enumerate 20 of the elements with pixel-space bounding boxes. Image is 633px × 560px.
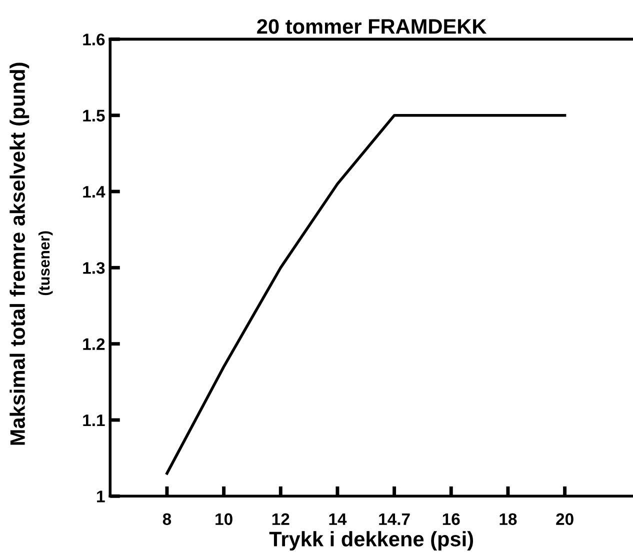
x-tick-label: 10 [216, 513, 232, 526]
x-tick-label: 8 [162, 513, 172, 526]
y-tick-label: 1.6 [83, 34, 105, 46]
text: (tusener) [38, 231, 53, 296]
y-tick-label: 1.4 [83, 186, 106, 198]
y-axis-title: Maksimal total fremre akselvekt (pund) [10, 62, 30, 445]
x-tick-label: 14.7 [379, 513, 410, 525]
x-tick-label: 16 [442, 513, 460, 526]
y-tick-label: 1.3 [83, 262, 105, 274]
x-axis-title: Trykk i dekkene (psi) [269, 531, 474, 551]
x-tick-label: 12 [272, 513, 290, 525]
x-tick-label: 18 [500, 513, 517, 526]
x-tick-label: 14 [329, 513, 347, 525]
x-tick-label: 20 [556, 513, 574, 526]
y-tick-label: 1.2 [83, 338, 105, 350]
line-series [166, 114, 566, 475]
y-tick-label: 1.5 [83, 110, 105, 122]
y-tick-label: 1.1 [83, 414, 105, 426]
chart-title: 20 tommer FRAMDEKK [257, 19, 487, 34]
y-tick-label: 1 [97, 490, 105, 502]
